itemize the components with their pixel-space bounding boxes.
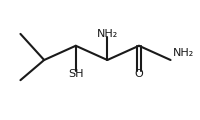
- Text: NH₂: NH₂: [97, 29, 118, 39]
- Text: SH: SH: [68, 69, 83, 79]
- Text: O: O: [135, 69, 143, 79]
- Text: NH₂: NH₂: [173, 48, 194, 58]
